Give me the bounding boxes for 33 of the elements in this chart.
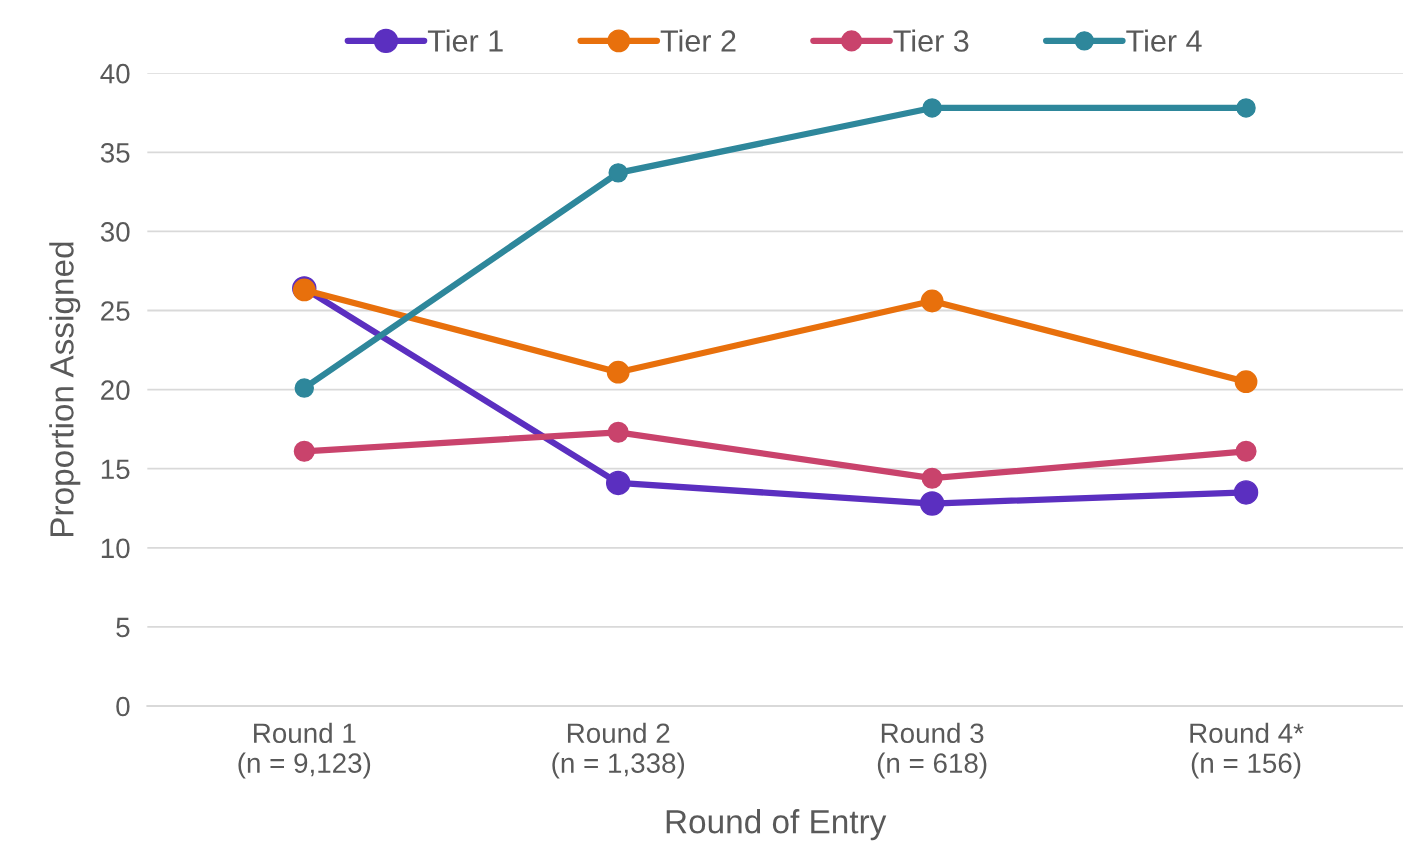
point [605,470,631,496]
y-tick-label: 30 [100,222,130,242]
x-tick-label: Round 2 (n = 1,338) [552,722,685,779]
x-tick-label: Round 3 (n = 618) [877,722,987,779]
y-tick-label: 20 [101,380,130,400]
point [920,289,944,313]
x-axis-title: Round of Entry [666,809,887,841]
y-axis-title: Proportion Assigned [49,242,81,537]
point [1233,480,1259,505]
point [1234,370,1258,394]
point [293,440,315,462]
y-tick-label: 10 [101,538,130,559]
y-tick-label: 35 [100,142,130,163]
point [922,98,942,118]
x-tick-label: Round 4* (n = 156) [1190,722,1304,779]
point [607,421,629,443]
y-tick-label: 15 [101,459,130,480]
point [606,360,630,384]
legend-label: Tier 3 [893,29,969,52]
legend-label: Tier 2 [660,29,736,52]
point [919,491,945,516]
point [608,163,628,183]
point [1236,98,1256,118]
y-tick-label: 0 [116,696,130,717]
legend-label: Tier 4 [1126,29,1202,52]
y-tick-label: 5 [116,617,130,638]
point [921,467,943,489]
point [1235,440,1257,462]
legend-label: Tier 1 [427,29,503,52]
y-tick-label: 25 [101,301,130,321]
point [294,378,314,398]
y-tick-label: 40 [100,63,130,84]
x-tick-label: Round 1 (n = 9,123) [238,722,371,779]
